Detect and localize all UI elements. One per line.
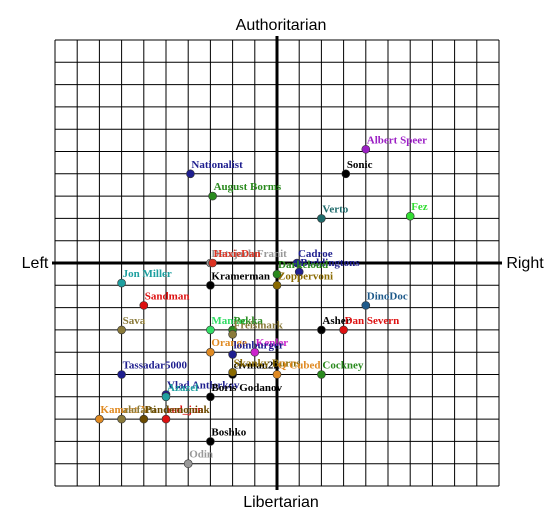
point-darkcloud xyxy=(272,269,282,279)
point-label-pandemoniak: Pandemoniak xyxy=(145,404,211,416)
point-label-fez: Fez xyxy=(411,201,428,213)
point-sava xyxy=(117,325,126,335)
point-haxiedan xyxy=(208,258,217,268)
point-label-kepler: Kepler xyxy=(256,337,288,349)
point-kepler xyxy=(250,347,260,357)
point-label-asher: Asher xyxy=(322,315,350,327)
point-august-borms xyxy=(208,191,217,201)
point-label-albert-speer: Albert Speer xyxy=(367,134,427,146)
point-boddingtons xyxy=(294,267,304,277)
point-cadroe xyxy=(292,258,302,268)
point-label-cadroe: Cadroe xyxy=(298,248,333,260)
point-label-skanky-burns: Skanky Burns xyxy=(234,357,302,369)
point-label-haxiedan: HaxieDan xyxy=(214,248,261,260)
point-label-alofatti: alofatti xyxy=(123,404,157,416)
axis-label-left: Left xyxy=(22,255,49,272)
point-label-freismark: Freismark xyxy=(234,319,284,331)
point-skanky-burns xyxy=(228,367,237,377)
chart-points xyxy=(95,144,415,469)
point-maniac xyxy=(206,325,215,335)
point-label-q-cubed: Q Cubed xyxy=(278,360,321,372)
point-loinburger xyxy=(228,350,237,359)
point-label-sava: Sava xyxy=(123,315,146,327)
point-label-jon-miller: Jon Miller xyxy=(123,268,172,280)
chart-axes xyxy=(52,36,502,490)
point-dan-severn xyxy=(339,325,348,335)
point-label-boris-godanov: Boris Godanov xyxy=(211,382,282,394)
chart-point-labels: Albert Speer Sonic Nationalist August Borms… xyxy=(100,134,427,460)
point-label-dinodoc: DinoDoc xyxy=(367,290,408,302)
point-boshko xyxy=(206,437,215,446)
point-label-civman2k: civman2k xyxy=(234,360,281,372)
point-odin xyxy=(183,459,193,469)
point-cockney xyxy=(317,370,326,379)
point-sandman xyxy=(139,301,149,310)
point-label-kramerman: Kramerman xyxy=(211,270,270,282)
axis-label-bottom: Libertarian xyxy=(243,494,319,511)
point-tassadar5000 xyxy=(117,370,126,379)
point-label-datajack-franit: Datajack Franit xyxy=(211,248,287,260)
point-label-pekka: Pekka xyxy=(234,315,264,327)
point-verto xyxy=(317,214,326,223)
point-label-kamrat-x: Kamrat X xyxy=(100,404,148,416)
point-label-maniac: Maniac xyxy=(211,315,247,327)
point-label-red-jon: red_jon xyxy=(167,404,203,416)
point-label-vlad-antlerkov: Vlad Antlerkov xyxy=(167,380,240,392)
point-dinodoc xyxy=(361,301,371,310)
point-label-tassadar5000: Tassadar5000 xyxy=(123,360,188,372)
point-label-odin: Odin xyxy=(189,449,213,461)
point-label-zoppervoni: Zoppervoni xyxy=(278,270,333,282)
point-label-verto: Verto xyxy=(322,203,348,215)
point-label-august-borms: August Borms xyxy=(214,181,282,193)
point-label-darkcloud: Darkcloud xyxy=(278,259,328,271)
point-label-dan-severn: Dan Severn xyxy=(345,315,400,327)
point-albert-speer xyxy=(361,144,371,154)
axis-label-right: Right xyxy=(506,255,544,272)
point-label-cockney: Cockney xyxy=(322,360,363,372)
point-fez xyxy=(405,211,415,221)
point-jon-miller xyxy=(117,278,126,288)
point-label-loinburger: loinburger xyxy=(234,339,284,351)
point-q-cubed xyxy=(272,370,282,379)
point-label-boddingtons: Boddingtons xyxy=(300,257,360,269)
point-boris-godanov xyxy=(206,392,215,402)
point-alofatti xyxy=(117,414,126,424)
point-zoppervoni xyxy=(272,280,282,290)
point-pandemoniak xyxy=(139,414,149,424)
point-label-azazel: Azazel xyxy=(167,382,198,394)
point-red-jon xyxy=(161,414,171,424)
point-sonic xyxy=(341,169,351,179)
point-nationalist xyxy=(186,169,195,179)
axis-label-top: Authoritarian xyxy=(236,17,327,34)
point-kramerman xyxy=(206,280,215,290)
point-label-boshko: Boshko xyxy=(211,426,246,438)
point-label-sandman: Sandman xyxy=(145,290,190,302)
point-label-nationalist: Nationalist xyxy=(191,159,243,171)
point-label-sonic: Sonic xyxy=(347,159,373,171)
point-asher xyxy=(317,325,326,335)
point-kamrat-x xyxy=(95,414,104,424)
point-azazel xyxy=(161,392,171,402)
point-label-orange: Orange xyxy=(211,337,247,349)
point-freismark xyxy=(228,330,237,339)
point-orange xyxy=(206,347,215,357)
